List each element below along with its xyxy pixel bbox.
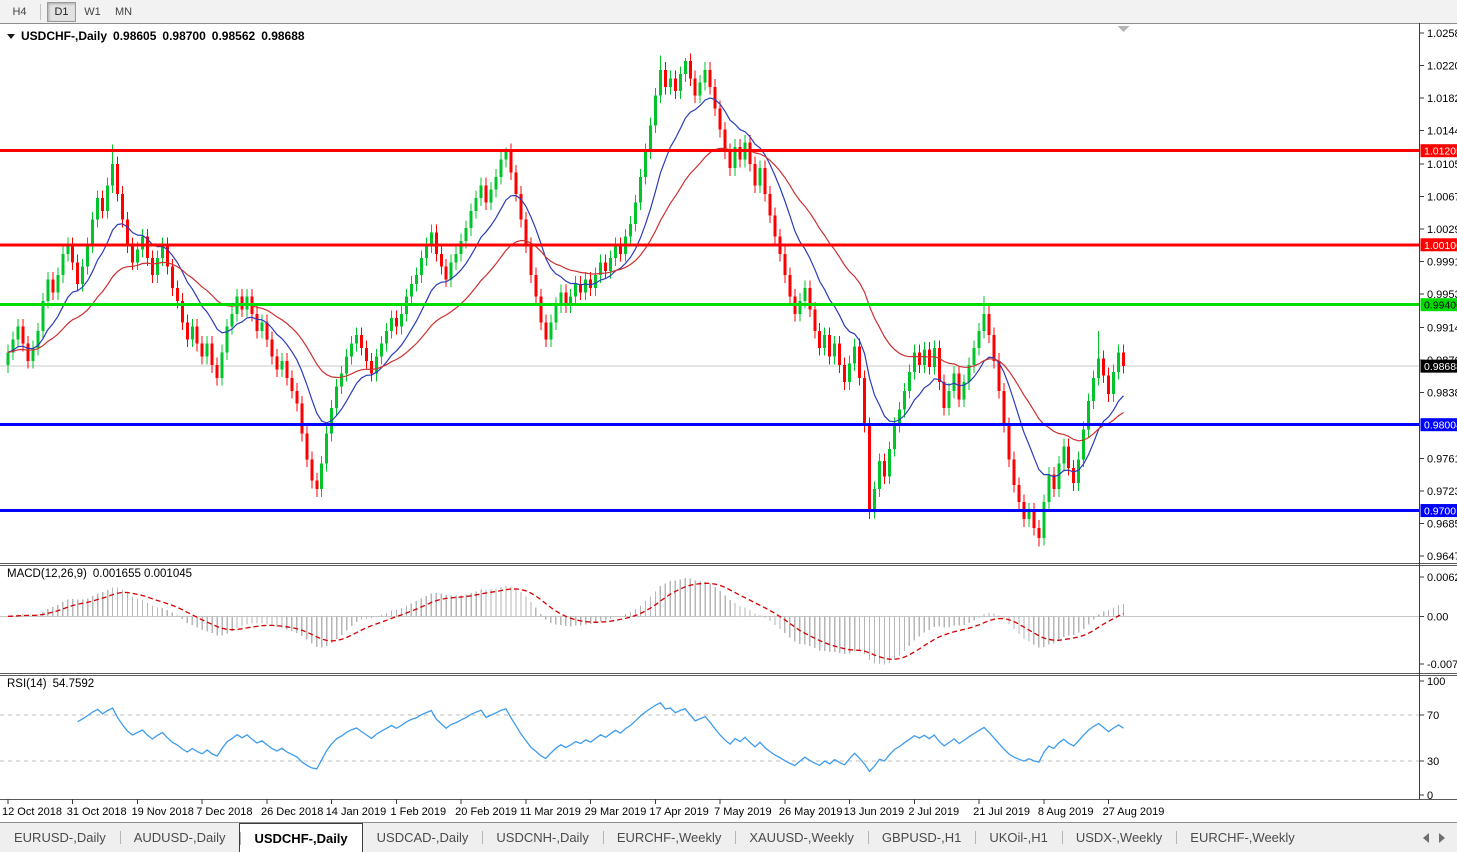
macd-signal-line: [7, 582, 1124, 660]
rsi-line: [77, 701, 1124, 773]
time-axis-label: 11 Mar 2019: [520, 806, 581, 818]
chart-tab-usdchf-daily[interactable]: USDCHF-,Daily: [239, 823, 363, 852]
level-price-box: [1420, 298, 1457, 312]
time-axis-label: 7 Dec 2018: [196, 806, 252, 818]
chart-tab-ukoil-h1[interactable]: UKOil-,H1: [975, 823, 1062, 852]
level-price-box: [1420, 418, 1457, 432]
time-axis-label: 31 Oct 2018: [67, 806, 127, 818]
rsi-axis-label: 100: [1427, 676, 1445, 688]
price-axis-label: 0.98380: [1427, 388, 1457, 400]
chart-symbol-label: USDCHF-,Daily: [21, 29, 108, 43]
price-axis-label: 0.96470: [1427, 551, 1457, 563]
timeframe-button-h4[interactable]: H4: [12, 5, 27, 18]
toolbar-separator: [40, 3, 41, 20]
price-axis-label: 0.97230: [1427, 486, 1457, 498]
rsi-indicator-label: RSI(14) 54.7592: [7, 678, 94, 690]
ohlc-high: 0.98700: [162, 29, 206, 43]
price-axis-label: 1.00290: [1427, 224, 1457, 236]
timeframe-button-d1[interactable]: D1: [47, 1, 76, 22]
macd-axis-label: 0.00: [1427, 611, 1448, 623]
price-axis-label: 0.99530: [1427, 289, 1457, 301]
tab-scroll-left-icon[interactable]: [1423, 832, 1429, 843]
current-price-box: [1420, 359, 1457, 373]
chart-tab-gbpusd-h1[interactable]: GBPUSD-,H1: [867, 823, 975, 852]
chart-window: 1.02580 1.02200 1.01820 1.01440 1.01050 1.006…: [0, 23, 1457, 822]
price-axis-label: 0.99910: [1427, 257, 1457, 269]
time-axis-label: 7 May 2019: [714, 806, 771, 818]
macd-axis-label: 0.006286: [1427, 572, 1457, 584]
current-price-label: 0.98688: [1424, 361, 1457, 373]
chart-tab-usdcnh-daily[interactable]: USDCNH-,Daily: [482, 823, 602, 852]
symbol-dropdown-icon[interactable]: [7, 33, 15, 39]
level-price-box: [1420, 504, 1457, 518]
time-axis-label: 20 Feb 2019: [455, 806, 517, 818]
level-price-label: 0.99406: [1424, 300, 1457, 312]
chart-tab-eurchf-weekly[interactable]: EURCHF-,Weekly: [602, 823, 736, 852]
macd-histogram: [12, 578, 1125, 665]
timeframe-button-mn[interactable]: MN: [114, 5, 133, 18]
time-axis-label: 1 Feb 2019: [390, 806, 446, 818]
macd-values: 0.001655 0.001045: [92, 568, 193, 580]
price-axis-label: 1.02200: [1427, 61, 1457, 73]
level-price-label: 1.01205: [1424, 146, 1457, 158]
rsi-axis-label: 30: [1427, 756, 1439, 768]
level-price-box: [1420, 238, 1457, 252]
moving-average-slow-line: [7, 147, 1124, 442]
rsi-name: RSI(14): [7, 678, 47, 690]
level-price-box: [1420, 144, 1457, 158]
chart-tab-xauusd-weekly[interactable]: XAUUSD-,Weekly: [735, 823, 868, 852]
tab-scroll-controls: [1423, 823, 1457, 852]
ohlc-low: 0.98562: [211, 29, 256, 43]
time-axis-label: 26 May 2019: [779, 806, 843, 818]
last-bar-marker-icon[interactable]: [1117, 26, 1130, 32]
price-axis-label: 0.99140: [1427, 322, 1457, 334]
chart-background: [0, 23, 1457, 822]
price-axis-label: 1.00670: [1427, 191, 1457, 203]
time-axis-label: 29 Mar 2019: [585, 806, 647, 818]
time-axis-label: 14 Jan 2019: [326, 806, 387, 818]
price-axis-label: 0.96850: [1427, 518, 1457, 530]
price-axis-label: 1.01820: [1427, 93, 1457, 105]
timeframe-button-w1[interactable]: W1: [84, 5, 101, 18]
level-price-label: 0.98004: [1424, 420, 1457, 432]
time-axis-label: 21 Jul 2019: [973, 806, 1030, 818]
chart-area[interactable]: 1.02580 1.02200 1.01820 1.01440 1.01050 1.006…: [0, 23, 1457, 822]
price-axis-label: 1.01050: [1427, 159, 1457, 171]
level-price-label: 1.00106: [1424, 240, 1457, 252]
moving-average-fast-line: [7, 97, 1124, 478]
chart-title: USDCHF-,Daily 0.98605 0.98700 0.98562 0.…: [7, 29, 305, 43]
price-axis-label: 1.02580: [1427, 28, 1457, 40]
chart-tab-bar: EURUSD-,Daily AUDUSD-,Daily USDCHF-,Daily U…: [0, 822, 1457, 852]
ohlc-open: 0.98605: [113, 29, 157, 43]
chart-tab-usdcad-daily[interactable]: USDCAD-,Daily: [376, 830, 469, 845]
level-price-label: 0.97001: [1424, 506, 1457, 518]
time-axis-label: 2 Jul 2019: [908, 806, 959, 818]
rsi-value: 54.7592: [52, 678, 95, 690]
timeframe-toolbar: H4 D1 W1 MN: [0, 0, 1457, 23]
macd-indicator-label: MACD(12,26,9) 0.001655 0.001045: [7, 568, 192, 580]
time-axis-label: 13 Jun 2019: [844, 806, 905, 818]
price-axis-label: 0.97610: [1427, 453, 1457, 465]
macd-name: MACD(12,26,9): [7, 568, 87, 580]
chart-tab-eurchf-weekly[interactable]: EURCHF-,Weekly: [1176, 823, 1309, 852]
price-axis-label: 1.01440: [1427, 126, 1457, 138]
chart-tab-eurusd-daily[interactable]: EURUSD-,Daily: [14, 830, 106, 845]
time-axis-label: 26 Dec 2018: [261, 806, 323, 818]
time-axis-label: 17 Apr 2019: [649, 806, 708, 818]
tab-scroll-right-icon[interactable]: [1439, 832, 1445, 843]
chart-tab-usdx-weekly[interactable]: USDX-,Weekly: [1061, 823, 1176, 852]
time-axis-label: 12 Oct 2018: [2, 806, 62, 818]
macd-axis-label: -0.00762: [1427, 659, 1457, 671]
ohlc-close: 0.98688: [261, 29, 305, 43]
chart-tab-audusd-daily[interactable]: AUDUSD-,Daily: [119, 823, 240, 852]
rsi-axis-label: 70: [1427, 710, 1439, 722]
time-axis-label: 19 Nov 2018: [131, 806, 193, 818]
rsi-axis-label: 0: [1427, 790, 1433, 802]
time-axis-label: 27 Aug 2019: [1103, 806, 1165, 818]
time-axis-label: 8 Aug 2019: [1038, 806, 1094, 818]
